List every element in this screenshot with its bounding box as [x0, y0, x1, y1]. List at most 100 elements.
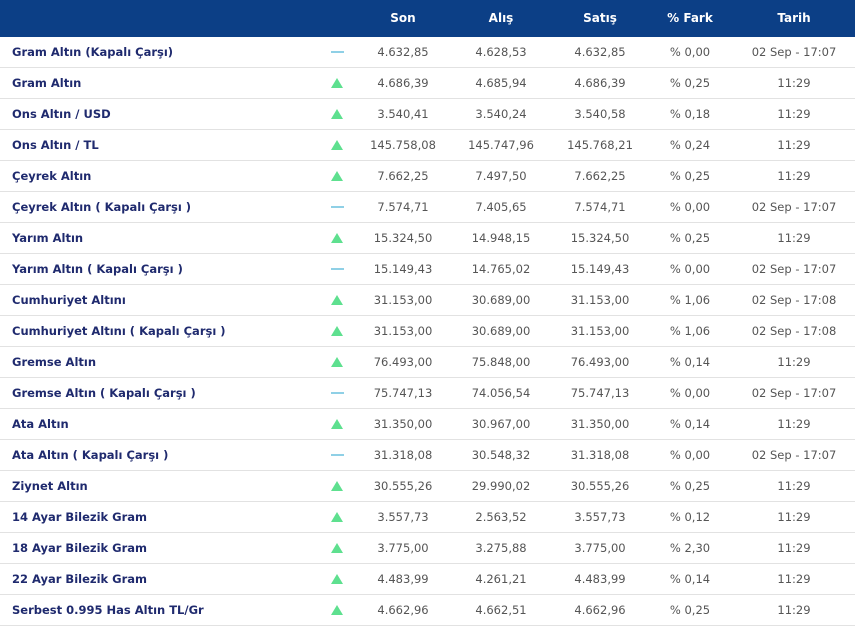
trend-up-icon	[331, 574, 343, 584]
asset-name: Cumhuriyet Altını ( Kapalı Çarşı )	[12, 324, 226, 338]
trend-up-icon	[331, 171, 343, 181]
cell: % 0,00	[669, 262, 711, 276]
asset-name: Gram Altın	[12, 76, 82, 90]
asset-name: Çeyrek Altın	[12, 169, 92, 183]
cell: 145.747,96	[468, 138, 534, 152]
cell: 4.483,99	[574, 572, 626, 586]
cell: 4.686,39	[574, 76, 626, 90]
trend-flat-icon	[331, 51, 344, 53]
table-row[interactable]: Cumhuriyet Altını 31.153,00 30.689,00 31.15…	[0, 285, 855, 316]
table-row[interactable]: 22 Ayar Bilezik Gram 4.483,99 4.261,21 4.48…	[0, 564, 855, 595]
cell: 11:29	[777, 479, 811, 493]
cell: 3.775,00	[377, 541, 429, 555]
cell: 02 Sep - 17:07	[751, 448, 837, 462]
asset-name: Cumhuriyet Altını	[12, 293, 126, 307]
cell: 02 Sep - 17:08	[751, 324, 837, 338]
cell: 11:29	[777, 231, 811, 245]
cell: 31.318,08	[570, 448, 630, 462]
cell: 11:29	[777, 355, 811, 369]
cell: 11:29	[777, 541, 811, 555]
cell: 4.685,94	[475, 76, 527, 90]
cell: % 0,00	[669, 386, 711, 400]
asset-name: Ziynet Altın	[12, 479, 88, 493]
cell: 02 Sep - 17:08	[751, 293, 837, 307]
trend-up-icon	[331, 295, 343, 305]
cell: 145.768,21	[567, 138, 633, 152]
cell: 4.632,85	[377, 45, 429, 59]
table-row[interactable]: Gremse Altın 76.493,00 75.848,00 76.493,00%…	[0, 347, 855, 378]
cell: 3.275,88	[475, 541, 527, 555]
table-row[interactable]: Ata Altın ( Kapalı Çarşı ) 31.318,08 30.54…	[0, 440, 855, 471]
table-row[interactable]: Yarım Altın 15.324,50 14.948,15 15.324,50 % …	[0, 223, 855, 254]
cell: % 0,14	[669, 417, 711, 431]
cell: 4.483,99	[377, 572, 429, 586]
table-row[interactable]: Ata Altın 31.350,00 30.967,00 31.350,00 % 0,…	[0, 409, 855, 440]
cell: 11:29	[777, 603, 811, 617]
table-row[interactable]: 18 Ayar Bilezik Gram 3.775,00 3.275,88 3.77…	[0, 533, 855, 564]
cell: % 0,12	[669, 510, 711, 524]
cell: % 0,00	[669, 200, 711, 214]
table-row[interactable]: Ziynet Altın 30.555,26 29.990,02 30.555,26%…	[0, 471, 855, 502]
cell: 3.540,41	[377, 107, 429, 121]
cell: 4.261,21	[475, 572, 527, 586]
cell: 7.662,25	[574, 169, 626, 183]
asset-name: 14 Ayar Bilezik Gram	[12, 510, 148, 524]
table-row[interactable]: Gram Altın 4.686,39 4.685,94 4.686,39 % 0,25…	[0, 68, 855, 99]
cell: 74.056,54	[471, 386, 531, 400]
asset-name: Yarım Altın ( Kapalı Çarşı )	[12, 262, 183, 276]
asset-name: Gram Altın (Kapalı Çarşı)	[12, 45, 174, 59]
cell: 30.555,26	[570, 479, 630, 493]
cell: 31.153,00	[373, 324, 433, 338]
cell: 31.350,00	[373, 417, 433, 431]
cell: 4.662,96	[377, 603, 429, 617]
cell: 145.758,08	[370, 138, 436, 152]
cell: 30.555,26	[373, 479, 433, 493]
table-row[interactable]: Ons Altın / TL 145.758,08 145.747,96 145.76…	[0, 130, 855, 161]
cell: 4.662,96	[574, 603, 626, 617]
trend-flat-icon	[331, 206, 344, 208]
cell: % 0,25	[669, 603, 711, 617]
table-row[interactable]: Çeyrek Altın 7.662,25 7.497,50 7.662,25 % 0,…	[0, 161, 855, 192]
table-row[interactable]: Gremse Altın ( Kapalı Çarşı ) 75.747,13 74…	[0, 378, 855, 409]
cell: 14.948,15	[471, 231, 531, 245]
cell: 7.662,25	[377, 169, 429, 183]
cell: 7.405,65	[475, 200, 527, 214]
trend-up-icon	[331, 419, 343, 429]
table-row[interactable]: Gram Altın (Kapalı Çarşı) 4.632,85 4.628,5…	[0, 37, 855, 68]
trend-up-icon	[331, 605, 343, 615]
cell: 3.540,24	[475, 107, 527, 121]
cell: 29.990,02	[471, 479, 531, 493]
asset-name: Gremse Altın ( Kapalı Çarşı )	[12, 386, 196, 400]
cell: 11:29	[777, 138, 811, 152]
cell: 11:29	[777, 169, 811, 183]
cell: 31.153,00	[570, 293, 630, 307]
cell: 02 Sep - 17:07	[751, 386, 837, 400]
table-row[interactable]: 14 Ayar Bilezik Gram 3.557,73 2.563,52 3.55…	[0, 502, 855, 533]
cell: 4.632,85	[574, 45, 626, 59]
cell: 7.497,50	[475, 169, 527, 183]
cell: 75.747,13	[373, 386, 433, 400]
table-row[interactable]: Ons Altın / USD 3.540,41 3.540,24 3.540,58%…	[0, 99, 855, 130]
asset-name: Gremse Altın	[12, 355, 97, 369]
trend-flat-icon	[331, 392, 344, 394]
cell: 02 Sep - 17:07	[751, 200, 837, 214]
table-row[interactable]: Yarım Altın ( Kapalı Çarşı ) 15.149,43 14.…	[0, 254, 855, 285]
cell: 3.540,58	[574, 107, 626, 121]
table-row[interactable]: Cumhuriyet Altını ( Kapalı Çarşı ) 31.153…	[0, 316, 855, 347]
trend-up-icon	[331, 543, 343, 553]
cell: % 0,25	[669, 169, 711, 183]
cell: 7.574,71	[574, 200, 626, 214]
cell: 4.628,53	[475, 45, 527, 59]
table-row[interactable]: Çeyrek Altın ( Kapalı Çarşı ) 7.574,71 7.4…	[0, 192, 855, 223]
cell: % 1,06	[669, 293, 711, 307]
cell: 15.324,50	[570, 231, 630, 245]
column-header: Tarih	[777, 11, 811, 25]
asset-name: Ons Altın / USD	[12, 107, 111, 121]
trend-up-icon	[331, 233, 343, 243]
table-row[interactable]: Serbest 0.995 Has Altın TL/Gr 4.662,96 4.6…	[0, 595, 855, 626]
cell: % 0,00	[669, 448, 711, 462]
column-header: % Fark	[667, 11, 713, 25]
cell: 11:29	[777, 76, 811, 90]
trend-up-icon	[331, 512, 343, 522]
